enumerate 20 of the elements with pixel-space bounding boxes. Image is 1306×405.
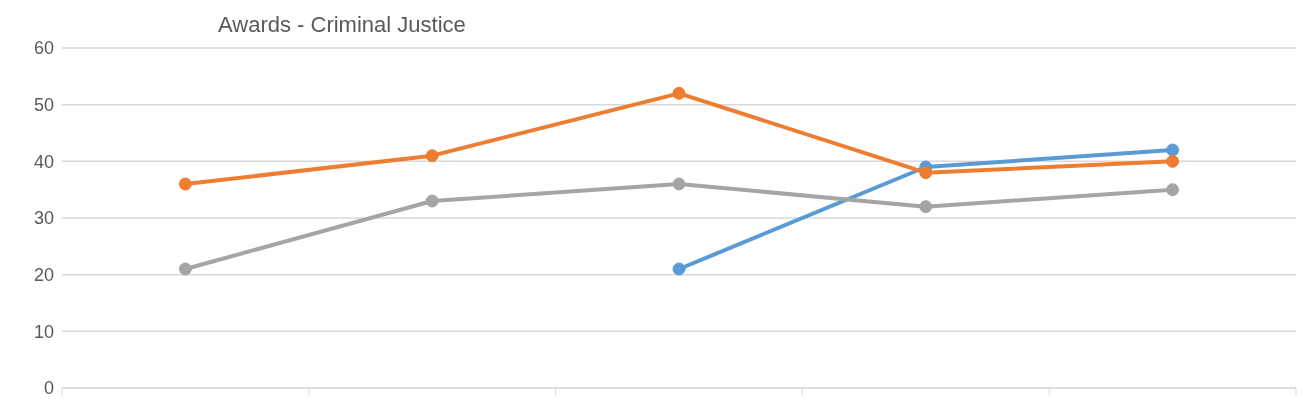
y-tick-label: 60 xyxy=(33,38,54,59)
point xyxy=(1166,143,1180,157)
chart-title: Awards - Criminal Justice xyxy=(218,12,466,38)
point xyxy=(425,194,439,208)
point xyxy=(178,177,192,191)
point xyxy=(1166,154,1180,168)
point xyxy=(672,177,686,191)
point xyxy=(919,200,933,214)
y-tick-label: 0 xyxy=(43,378,54,399)
y-tick-label: 50 xyxy=(33,95,54,116)
point xyxy=(1166,183,1180,197)
point xyxy=(919,166,933,180)
y-tick-label: 40 xyxy=(33,151,54,172)
point xyxy=(672,262,686,276)
y-tick-label: 10 xyxy=(33,321,54,342)
point xyxy=(425,149,439,163)
y-tick-label: 30 xyxy=(33,208,54,229)
point xyxy=(178,262,192,276)
y-tick-label: 20 xyxy=(33,265,54,286)
point xyxy=(672,86,686,100)
